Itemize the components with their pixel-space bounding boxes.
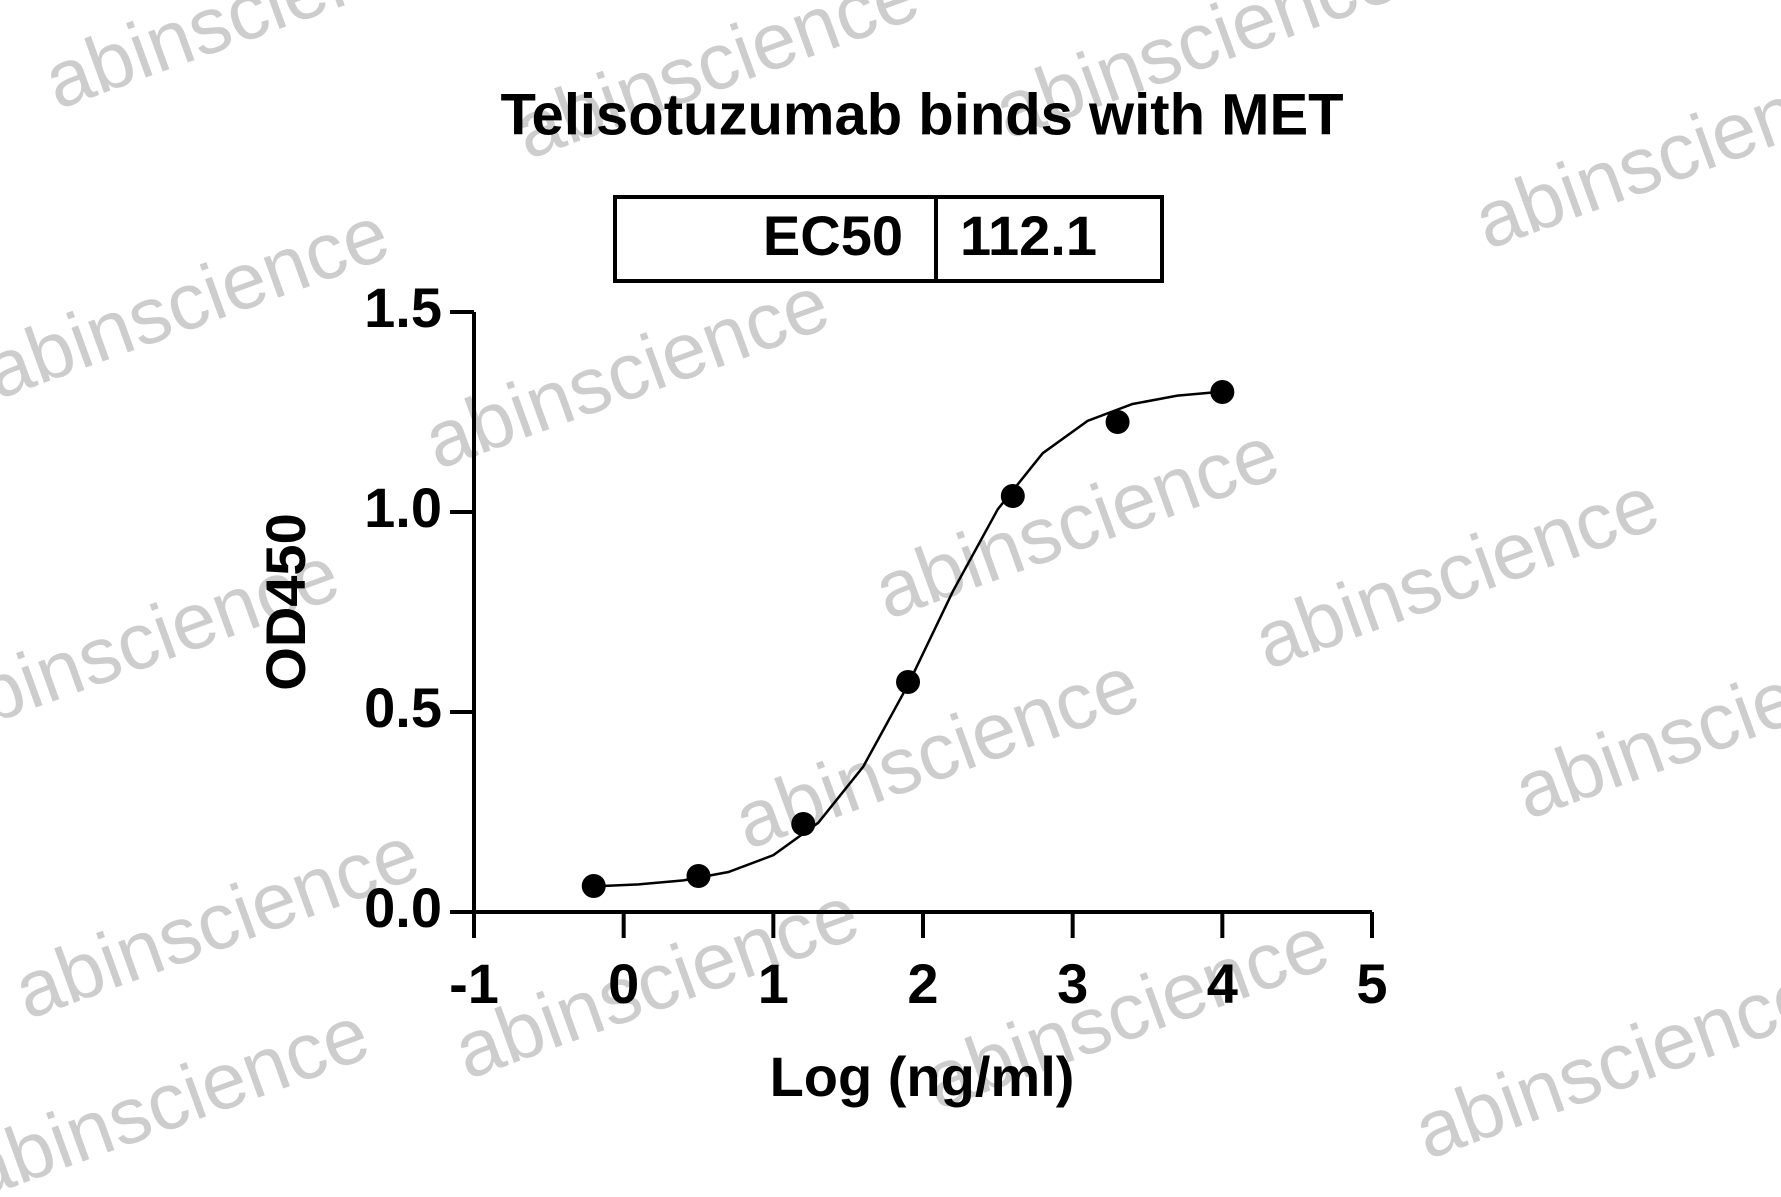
y-axis-label: OD450 bbox=[254, 513, 317, 690]
chart-title: Telisotuzumab binds with MET bbox=[500, 82, 1343, 147]
x-tick-label: 4 bbox=[1207, 952, 1238, 1015]
watermark: abinscience bbox=[33, 0, 460, 126]
x-axis-label: Log (ng/ml) bbox=[770, 1045, 1075, 1108]
y-tick-label: 0.5 bbox=[364, 676, 442, 739]
watermark: abinscience bbox=[1503, 608, 1781, 836]
data-point bbox=[896, 670, 921, 694]
y-tick-label: 1.0 bbox=[364, 476, 442, 539]
x-tick-label: 2 bbox=[907, 952, 938, 1015]
ec50-label: EC50 bbox=[763, 204, 903, 267]
data-point bbox=[581, 874, 606, 898]
x-tick-label: -1 bbox=[449, 952, 499, 1015]
watermark: abinscience bbox=[1403, 948, 1781, 1176]
data-point bbox=[1000, 484, 1025, 508]
x-tick-label: 1 bbox=[758, 952, 789, 1015]
y-tick-label: 0.0 bbox=[364, 876, 442, 939]
x-tick-label: 3 bbox=[1057, 952, 1088, 1015]
ec50-box bbox=[613, 195, 1164, 283]
watermark: abinscience bbox=[0, 188, 400, 416]
ec50-value: 112.1 bbox=[960, 204, 1097, 267]
data-point bbox=[1210, 380, 1235, 404]
data-point bbox=[791, 812, 816, 836]
data-point bbox=[1105, 410, 1130, 434]
data-point bbox=[686, 864, 711, 888]
watermark: abinscience bbox=[863, 408, 1290, 636]
x-tick-label: 0 bbox=[608, 952, 639, 1015]
watermark: abinscience bbox=[413, 258, 840, 486]
watermark: abinscience bbox=[723, 638, 1150, 866]
x-tick-label: 5 bbox=[1356, 952, 1387, 1015]
watermark: abinscience bbox=[1243, 458, 1670, 686]
watermark: abinscience bbox=[1463, 38, 1781, 266]
y-tick-label: 1.5 bbox=[364, 276, 442, 339]
